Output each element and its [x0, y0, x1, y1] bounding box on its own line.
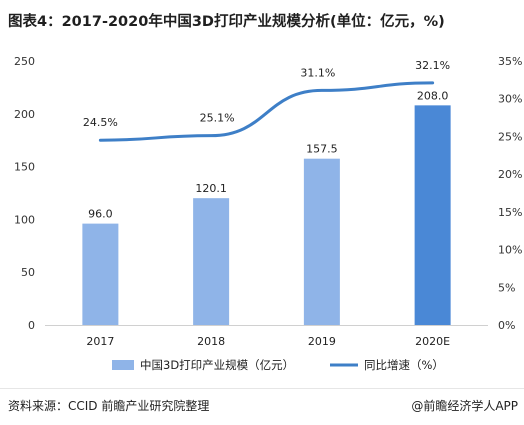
y-right-tick-label: 35%	[498, 55, 522, 68]
y-left-tick-label: 50	[21, 266, 35, 279]
x-tick-label: 2018	[197, 335, 225, 348]
line-value-label: 32.1%	[415, 59, 450, 72]
legend-label-bars: 中国3D打印产业规模（亿元）	[140, 358, 294, 372]
bar-value-label: 208.0	[417, 89, 449, 102]
legend-label-line: 同比增速（%）	[364, 358, 444, 372]
line-value-label: 31.1%	[300, 66, 335, 79]
bar-value-label: 96.0	[88, 208, 113, 221]
bar-2018	[193, 198, 230, 325]
source-note: 资料来源：CCID 前瞻产业研究院整理	[8, 399, 210, 413]
y-right-tick-label: 20%	[498, 168, 522, 181]
bar-2017	[82, 223, 119, 325]
chart-title: 图表4：2017-2020年中国3D打印产业规模分析(单位：亿元，%)	[8, 14, 445, 30]
y-left-tick-label: 150	[14, 161, 35, 174]
x-tick-label: 2019	[308, 335, 336, 348]
y-right-tick-label: 15%	[498, 206, 522, 219]
y-left-tick-label: 200	[14, 108, 35, 121]
bar-value-label: 120.1	[195, 182, 227, 195]
bar-2019	[303, 158, 340, 325]
bar-value-label: 157.5	[306, 143, 338, 156]
x-tick-label: 2017	[86, 335, 114, 348]
y-right-tick-label: 25%	[498, 130, 522, 143]
footer-divider	[0, 388, 524, 389]
y-right-tick-label: 30%	[498, 93, 522, 106]
y-right-tick-label: 0%	[498, 319, 515, 332]
x-tick-label: 2020E	[415, 335, 450, 348]
y-left-tick-label: 0	[28, 319, 35, 332]
line-value-label: 25.1%	[200, 112, 235, 125]
y-right-tick-label: 10%	[498, 244, 522, 257]
y-left-tick-label: 250	[14, 55, 35, 68]
brand-note: @前瞻经济学人APP	[411, 399, 518, 413]
line-value-label: 24.5%	[83, 116, 118, 129]
growth-line	[98, 81, 435, 142]
bar-2020E	[414, 105, 451, 326]
y-left-tick-label: 100	[14, 213, 35, 226]
y-right-tick-label: 5%	[498, 281, 515, 294]
legend-swatch-bars	[112, 360, 134, 370]
